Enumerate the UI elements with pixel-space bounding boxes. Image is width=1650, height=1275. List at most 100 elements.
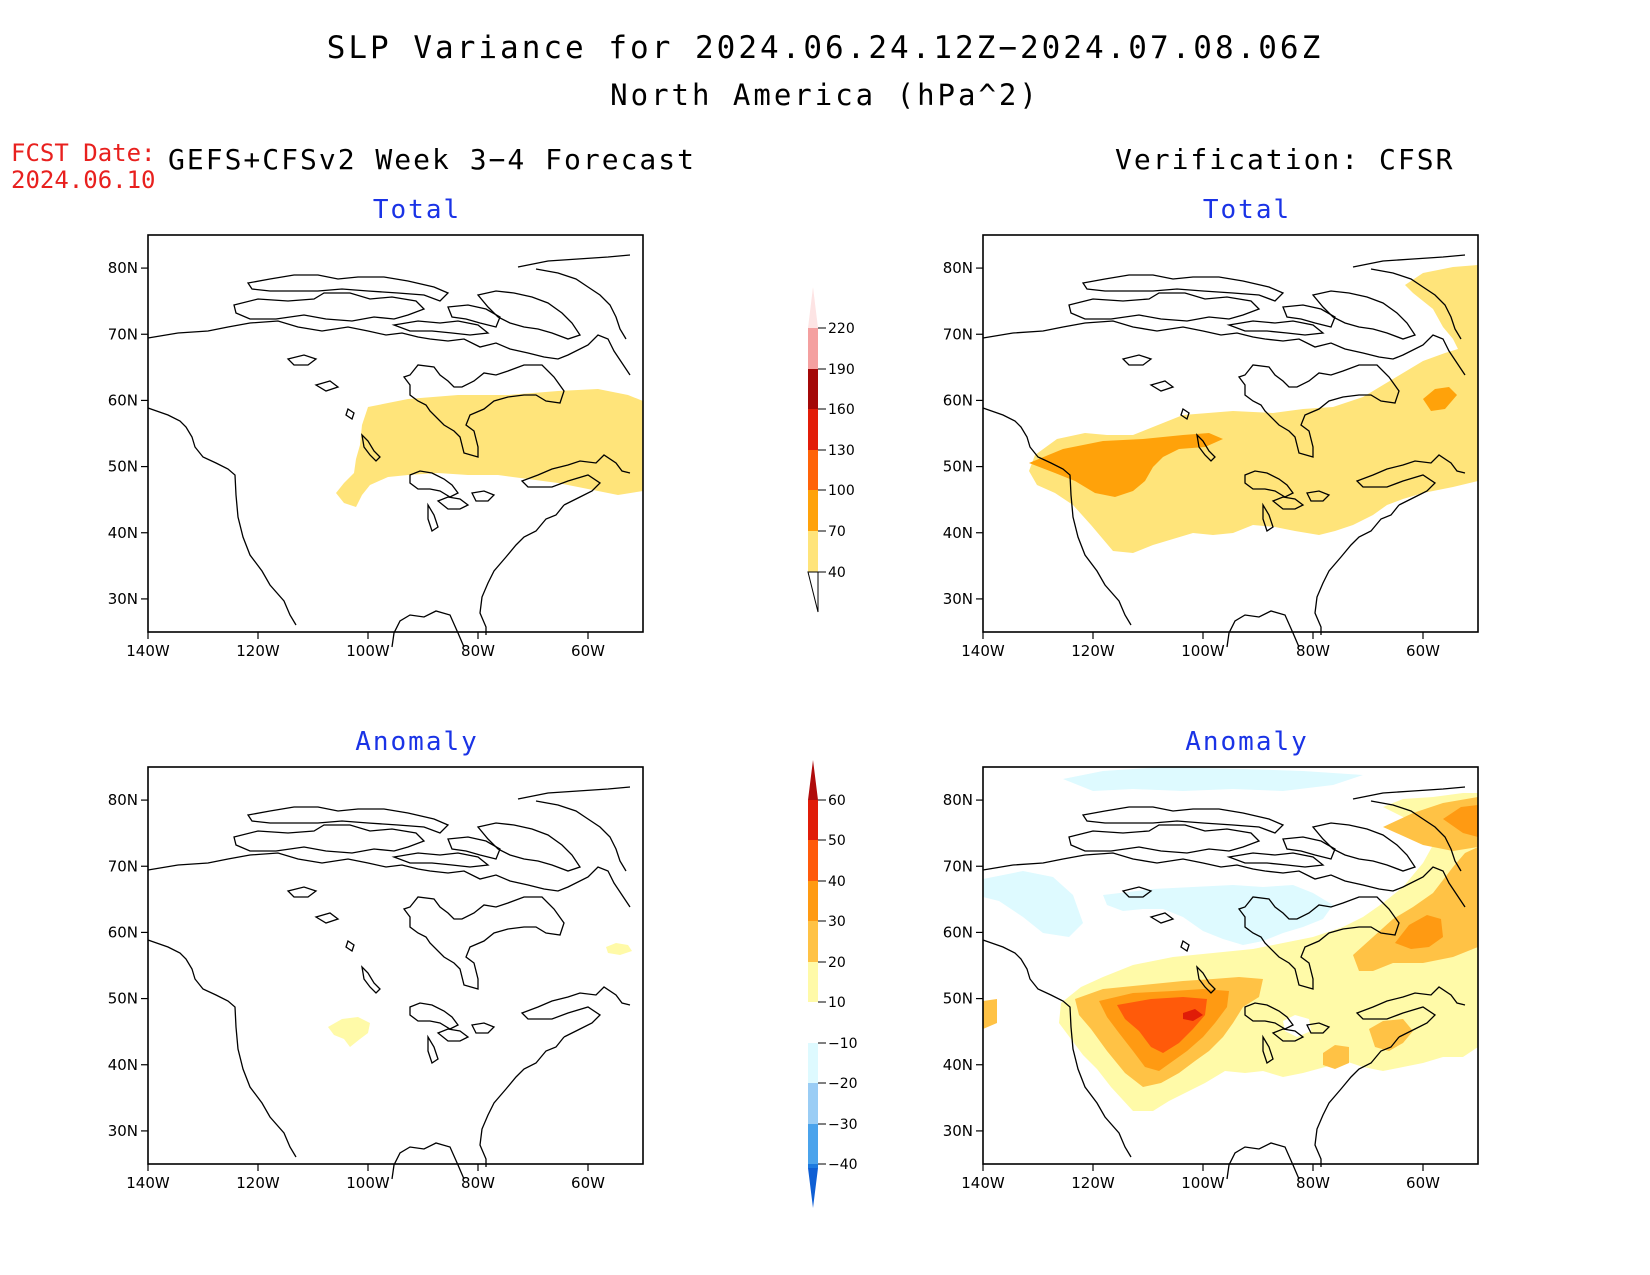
verification-anomaly-lat-label: 50N (943, 990, 973, 1008)
verification-anomaly-lon-label: 140W (961, 1174, 1005, 1192)
forecast-anomaly-map (147, 766, 644, 1180)
verification-total-lon-label: 100W (1181, 642, 1225, 660)
verification-anomaly-shade-30c (1443, 805, 1478, 837)
verification-total-lat-label: 80N (943, 259, 973, 277)
forecast-anomaly-lon-label: 100W (346, 1174, 390, 1192)
colorbar-total-label-70: 70 (828, 524, 846, 540)
verification-total-lat-label: 30N (943, 590, 973, 608)
verification-anomaly-shade-neg10-west (983, 871, 1083, 937)
verification-anomaly-lat-label: 30N (943, 1122, 973, 1140)
forecast-date: FCST Date: 2024.06.10 (11, 140, 156, 194)
verification-total-title: Total (1202, 195, 1292, 225)
verification-label: Verification: CFSR (1115, 143, 1455, 176)
forecast-anomaly-lon-label: 80W (461, 1174, 495, 1192)
verification-anomaly-lat-label: 80N (943, 791, 973, 809)
forecast-anomaly-lat-label: 40N (108, 1056, 138, 1074)
verification-anomaly-shade-20e (1323, 1045, 1349, 1069)
colorbar-anomaly-box-50 (808, 800, 818, 840)
forecast-total-lon-label: 120W (236, 642, 280, 660)
colorbar-anomaly-box-10 (808, 962, 818, 1002)
forecast-total-lat-label: 50N (108, 458, 138, 476)
forecast-anomaly-lat-label: 60N (108, 923, 138, 941)
verification-anomaly-lon-label: 120W (1071, 1174, 1115, 1192)
main-title: SLP Variance for 2024.06.24.12Z−2024.07.… (326, 30, 1324, 66)
colorbar-total-top-triangle (808, 287, 818, 328)
colorbar-anomaly-label-neg20: −20 (828, 1076, 858, 1092)
colorbar-total-box-40 (808, 531, 818, 572)
forecast-label: GEFS+CFSv2 Week 3−4 Forecast (168, 143, 697, 176)
colorbar-anomaly-box-30 (808, 881, 818, 921)
colorbar-anomaly-box-40 (808, 840, 818, 881)
colorbar-total-label-220: 220 (828, 321, 855, 337)
colorbar-anomaly-label-10: 10 (828, 995, 846, 1011)
forecast-anomaly-lat-label: 80N (108, 791, 138, 809)
forecast-anomaly-title: Anomaly (355, 727, 479, 757)
verification-anomaly-shade-20d (1369, 1019, 1413, 1051)
forecast-total-lat-label: 80N (108, 259, 138, 277)
colorbar-anomaly-box-neg30 (808, 1124, 818, 1164)
colorbar-total: 220 190 160 130 100 70 40 (807, 287, 855, 613)
colorbar-total-box-190 (808, 328, 818, 369)
verification-anomaly-lon-label: 60W (1406, 1174, 1440, 1192)
forecast-anomaly-lat-label: 30N (108, 1122, 138, 1140)
colorbar-total-box-130 (808, 409, 818, 450)
colorbar-total-box-160 (808, 369, 818, 409)
colorbar-total-box-70 (808, 490, 818, 531)
forecast-anomaly-shade-10b (606, 943, 632, 955)
verification-total-shade-70b (1423, 387, 1457, 411)
verification-anomaly-shade-30b (1395, 915, 1443, 949)
forecast-total-lon-label: 60W (571, 642, 605, 660)
verification-total-map (982, 234, 1479, 648)
forecast-anomaly-lon-label: 140W (126, 1174, 170, 1192)
colorbar-anomaly-label-neg10: −10 (828, 1036, 858, 1052)
colorbar-total-bottom-triangle (807, 571, 819, 613)
verification-total-shade-70 (1029, 433, 1223, 497)
verification-anomaly-lon-label: 80W (1296, 1174, 1330, 1192)
verification-total-lon-label: 120W (1071, 642, 1115, 660)
colorbar-anomaly-label-60: 60 (828, 793, 846, 809)
colorbar-anomaly-label-20: 20 (828, 955, 846, 971)
colorbar-anomaly-label-neg30: −30 (828, 1117, 858, 1133)
forecast-total-lat-label: 40N (108, 524, 138, 542)
forecast-total-lat-label: 60N (108, 391, 138, 409)
forecast-total-lat-label: 70N (108, 325, 138, 343)
main-subtitle: North America (hPa^2) (610, 78, 1040, 112)
verification-anomaly-shade-neg10-hudson (1103, 885, 1333, 945)
verification-anomaly-lat-label: 40N (943, 1056, 973, 1074)
forecast-total-lon-label: 100W (346, 642, 390, 660)
forecast-date-label: FCST Date: (11, 139, 156, 167)
verification-total-lon-label: 80W (1296, 642, 1330, 660)
forecast-anomaly-lon-label: 120W (236, 1174, 280, 1192)
colorbar-anomaly-box-neg10 (808, 1043, 818, 1083)
forecast-total-map (147, 234, 644, 648)
verification-anomaly-title: Anomaly (1185, 727, 1309, 757)
colorbar-anomaly-bottom-triangle (808, 1168, 818, 1208)
verification-total-lat-label: 40N (943, 524, 973, 542)
colorbar-anomaly-box-neg40 (808, 1164, 818, 1168)
colorbar-total-label-130: 130 (828, 443, 855, 459)
verification-total-lon-label: 140W (961, 642, 1005, 660)
verification-total-lon-label: 60W (1406, 642, 1440, 660)
colorbar-anomaly-box-20 (808, 921, 818, 962)
colorbar-anomaly-label-30: 30 (828, 914, 846, 930)
colorbar-anomaly-top-triangle (808, 760, 818, 800)
verification-anomaly-shade-40 (1117, 997, 1207, 1053)
verification-total-lat-label: 70N (943, 325, 973, 343)
verification-total-lat-label: 60N (943, 391, 973, 409)
verification-anomaly-lat-label: 70N (943, 857, 973, 875)
forecast-anomaly-shade-10a (328, 1017, 370, 1047)
forecast-total-lat-label: 30N (108, 590, 138, 608)
colorbar-total-label-190: 190 (828, 362, 855, 378)
colorbar-total-label-160: 160 (828, 402, 855, 418)
verification-anomaly-shade-neg10-arctic (1063, 767, 1363, 791)
colorbar-total-label-40: 40 (828, 565, 846, 581)
verification-anomaly-map (982, 766, 1479, 1180)
forecast-total-shade-40 (336, 389, 643, 507)
forecast-anomaly-lon-label: 60W (571, 1174, 605, 1192)
forecast-anomaly-lat-label: 50N (108, 990, 138, 1008)
forecast-anomaly-lat-label: 70N (108, 857, 138, 875)
colorbar-total-label-100: 100 (828, 483, 855, 499)
colorbar-anomaly-box-neg20 (808, 1083, 818, 1124)
forecast-date-value: 2024.06.10 (11, 166, 156, 194)
